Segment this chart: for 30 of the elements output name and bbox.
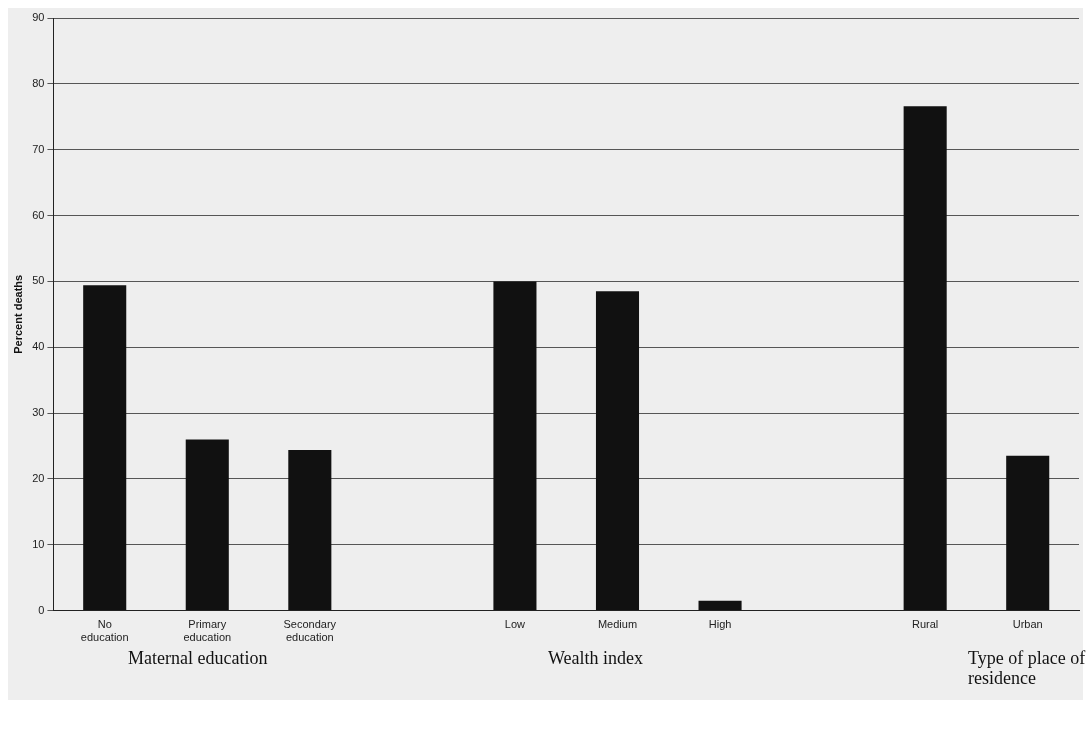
text: Wealth index bbox=[548, 648, 645, 670]
y-tick-label: 80 bbox=[32, 76, 45, 89]
y-tick-label: 40 bbox=[32, 340, 45, 353]
x-tick-label: High bbox=[708, 618, 732, 631]
bar bbox=[903, 106, 947, 611]
text: Maternal education bbox=[128, 648, 269, 670]
bar bbox=[288, 449, 332, 611]
y-tick-label: 30 bbox=[32, 406, 45, 419]
x-tick-label: Rural bbox=[912, 618, 939, 631]
bar bbox=[185, 439, 229, 611]
bar bbox=[595, 291, 640, 611]
y-axis-title: Percent deaths bbox=[11, 274, 24, 354]
bar bbox=[1006, 455, 1050, 611]
bar bbox=[698, 600, 742, 611]
x-tick-label: Urban bbox=[1012, 618, 1043, 631]
y-tick-label: 50 bbox=[32, 274, 45, 287]
text: Type of place of residence bbox=[968, 648, 1087, 688]
x-tick-label: Medium bbox=[597, 618, 638, 631]
y-tick-label: 70 bbox=[32, 142, 45, 155]
x-tick-label: No education bbox=[80, 618, 129, 644]
y-tick-label: 60 bbox=[32, 208, 45, 221]
x-tick-label: Primary education bbox=[183, 618, 232, 644]
y-tick-label: 10 bbox=[32, 537, 45, 550]
y-tick-label: 90 bbox=[32, 11, 45, 24]
bar bbox=[83, 285, 127, 611]
y-tick-label: 0 bbox=[38, 603, 45, 616]
bar bbox=[493, 281, 537, 611]
y-tick-label: 20 bbox=[32, 471, 45, 484]
x-tick-label: Secondary education bbox=[283, 618, 337, 644]
x-tick-label: Low bbox=[504, 618, 526, 631]
